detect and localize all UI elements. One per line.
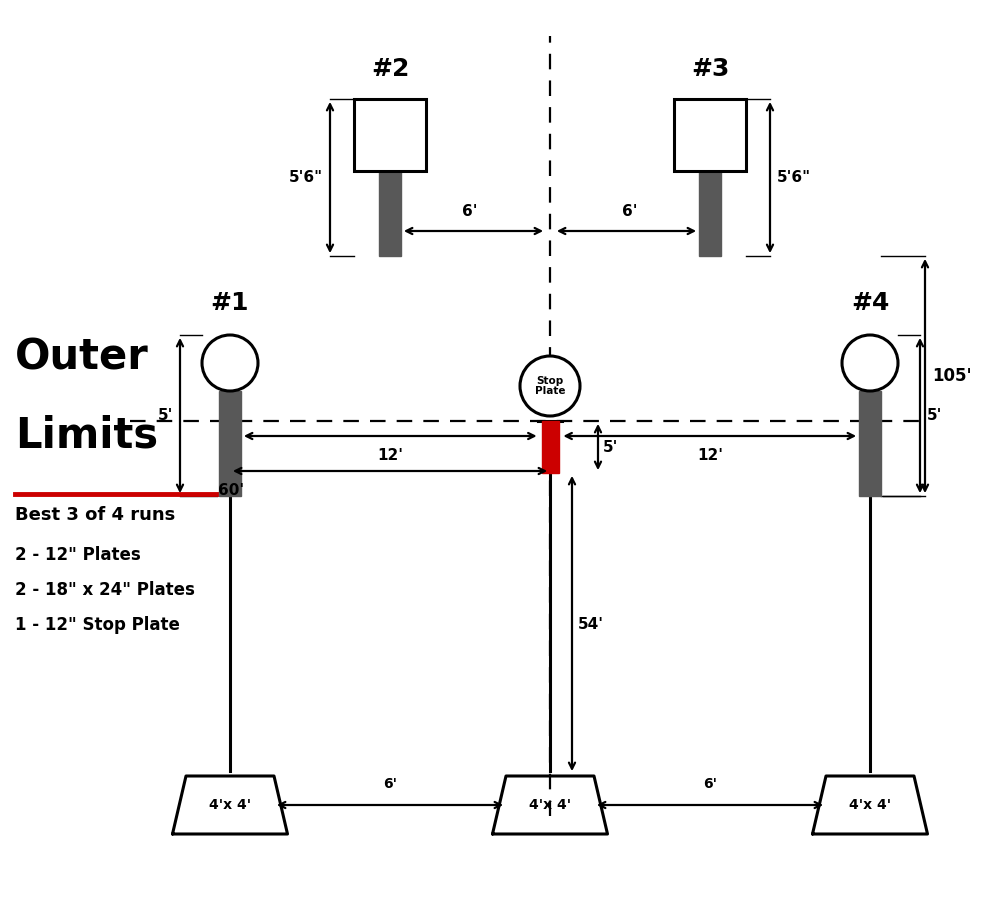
Circle shape xyxy=(520,356,580,416)
Bar xyxy=(542,421,558,473)
Text: 4'x 4': 4'x 4' xyxy=(529,798,571,812)
Text: 12': 12' xyxy=(697,448,723,463)
Text: 5'6": 5'6" xyxy=(777,170,811,185)
Text: Outer: Outer xyxy=(15,336,149,378)
Text: 54': 54' xyxy=(578,617,604,632)
Bar xyxy=(674,99,746,171)
Circle shape xyxy=(842,335,898,391)
Text: 5': 5' xyxy=(927,408,942,423)
Text: 5': 5' xyxy=(603,440,618,454)
Circle shape xyxy=(202,335,258,391)
Text: #1: #1 xyxy=(211,291,249,315)
Bar xyxy=(219,391,241,496)
Text: 6': 6' xyxy=(383,777,397,791)
Text: 2 - 18" x 24" Plates: 2 - 18" x 24" Plates xyxy=(15,581,195,599)
Text: 6': 6' xyxy=(622,204,638,219)
Text: 105': 105' xyxy=(932,367,972,385)
Text: #4: #4 xyxy=(851,291,889,315)
Text: 6': 6' xyxy=(462,204,478,219)
Text: 1 - 12" Stop Plate: 1 - 12" Stop Plate xyxy=(15,616,180,634)
Bar xyxy=(859,391,881,496)
Text: 6': 6' xyxy=(703,777,717,791)
Text: #3: #3 xyxy=(691,57,729,81)
Text: 5'6": 5'6" xyxy=(289,170,323,185)
Text: Best 3 of 4 runs: Best 3 of 4 runs xyxy=(15,506,175,524)
Text: Stop
Plate: Stop Plate xyxy=(535,376,565,397)
Bar xyxy=(699,171,721,256)
Bar xyxy=(354,99,426,171)
Text: 12': 12' xyxy=(377,448,403,463)
Text: 4'x 4': 4'x 4' xyxy=(849,798,891,812)
Text: 4'x 4': 4'x 4' xyxy=(209,798,251,812)
Text: 60': 60' xyxy=(218,483,244,498)
Text: 5': 5' xyxy=(158,408,173,423)
Text: #2: #2 xyxy=(371,57,409,81)
Text: 2 - 12" Plates: 2 - 12" Plates xyxy=(15,546,141,564)
Text: Limits: Limits xyxy=(15,414,158,456)
Bar xyxy=(379,171,401,256)
